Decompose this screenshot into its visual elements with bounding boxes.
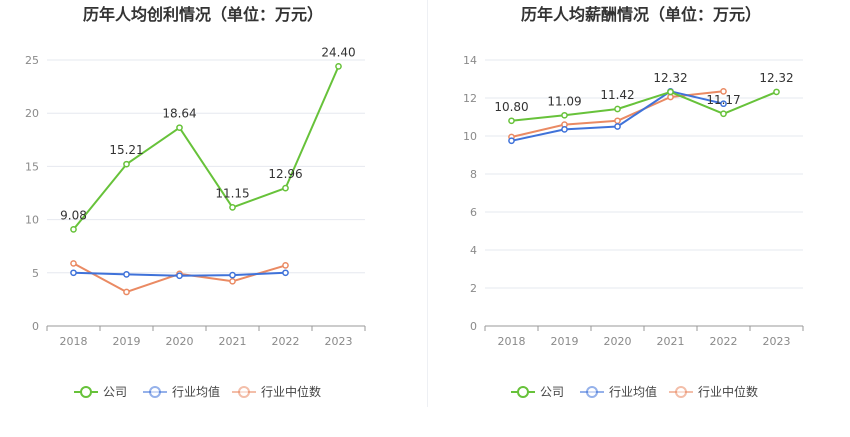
chart-1: 历年人均创利情况（单位：万元） 0 5 10 15 20 25 2018 2019 2020 202…: [25, 5, 366, 399]
data-label: 24.40: [321, 45, 355, 59]
data-point-industry-avg: [70, 269, 77, 277]
data-point-company: [335, 63, 342, 70]
data-point-industry-median: [123, 288, 130, 296]
legend: 公司 行业均值 行业中位数: [511, 384, 758, 399]
y-tick-label: 10: [25, 214, 39, 227]
y-tick-label: 10: [463, 130, 477, 143]
x-tick-label: 2018: [60, 335, 88, 348]
x-tick-label: 2021: [657, 335, 685, 348]
y-tick-label: 8: [470, 168, 477, 181]
x-tick-label: 2021: [219, 335, 247, 348]
y-tick-label: 0: [470, 320, 477, 333]
legend-label-industry-avg: 行业均值: [609, 384, 657, 399]
data-point-company: [720, 110, 727, 118]
y-tick-label: 5: [32, 267, 39, 280]
x-tick-label: 2022: [710, 335, 738, 348]
data-point-industry-median: [720, 88, 727, 95]
data-label: 18.64: [162, 107, 196, 121]
x-tick-label: 2023: [763, 335, 791, 348]
legend-marker-industry-median: [675, 386, 687, 398]
data-point-industry-avg: [614, 123, 621, 130]
y-tick-label: 14: [463, 54, 477, 67]
data-point-industry-avg: [508, 137, 515, 145]
data-point-company: [282, 184, 289, 192]
x-tick-label: 2022: [272, 335, 300, 348]
series-line-company: [511, 90, 777, 122]
data-point-company: [176, 124, 183, 132]
legend-label-company: 公司: [103, 385, 127, 399]
data-point-company: [123, 160, 130, 168]
legend: 公司 行业均值 行业中位数: [74, 384, 321, 399]
data-label: 15.21: [109, 143, 143, 157]
panel-divider: [427, 0, 428, 407]
x-tick-label: 2023: [325, 335, 353, 348]
data-point-industry-avg: [282, 269, 289, 277]
y-tick-label: 0: [32, 320, 39, 333]
legend-marker-industry-avg: [586, 386, 598, 398]
legend-label-industry-avg: 行业均值: [172, 384, 220, 399]
y-tick-label: 12: [463, 92, 477, 105]
legend-marker-industry-avg: [149, 386, 161, 398]
data-label: 10.80: [494, 100, 528, 114]
legend-marker-company: [517, 386, 529, 398]
data-label: 11.09: [547, 94, 581, 108]
legend-marker-industry-median: [238, 386, 250, 398]
x-tick-label: 2020: [166, 335, 194, 348]
y-tick-label: 4: [470, 244, 477, 257]
data-label: 11.42: [600, 88, 634, 102]
y-tick-label: 2: [470, 282, 477, 295]
data-point-industry-median: [70, 260, 77, 267]
y-tick-label: 15: [25, 160, 39, 173]
chart-title: 历年人均薪酬情况（单位：万元）: [521, 5, 761, 24]
data-label: 11.17: [706, 93, 740, 107]
data-point-industry-avg: [176, 272, 183, 280]
data-label: 9.08: [60, 208, 87, 222]
chart-2: 历年人均薪酬情况（单位：万元） 0 2 4 6 8 10 12 14 2018 2019 2020 20…: [463, 5, 804, 399]
y-tick-label: 20: [25, 107, 39, 120]
x-tick-label: 2020: [604, 335, 632, 348]
legend-label-industry-median: 行业中位数: [261, 384, 321, 399]
data-label: 12.32: [759, 71, 793, 85]
data-point-company: [614, 105, 621, 113]
x-tick-label: 2019: [551, 335, 579, 348]
legend-label-industry-median: 行业中位数: [698, 384, 758, 399]
data-label: 12.96: [268, 167, 302, 181]
y-tick-label: 25: [25, 54, 39, 67]
data-label: 11.15: [215, 186, 249, 200]
data-point-company: [667, 88, 674, 96]
data-point-company: [229, 204, 236, 211]
data-point-company: [773, 88, 780, 96]
data-point-industry-avg: [720, 100, 727, 108]
chart-title: 历年人均创利情况（单位：万元）: [83, 5, 323, 24]
data-point-industry-median: [282, 262, 289, 269]
data-point-industry-median: [229, 277, 236, 285]
data-label: 12.32: [653, 71, 687, 85]
data-point-company: [561, 111, 568, 119]
legend-marker-company: [80, 386, 92, 398]
data-point-company: [70, 226, 77, 233]
data-point-company: [508, 117, 515, 125]
data-point-industry-avg: [123, 271, 130, 278]
x-tick-label: 2018: [498, 335, 526, 348]
x-tick-label: 2019: [113, 335, 141, 348]
data-point-industry-avg: [561, 126, 568, 133]
series-line-company: [72, 66, 340, 231]
data-point-industry-median: [614, 117, 621, 125]
y-tick-label: 6: [470, 206, 477, 219]
legend-label-company: 公司: [540, 385, 564, 399]
data-point-industry-avg: [229, 271, 236, 279]
